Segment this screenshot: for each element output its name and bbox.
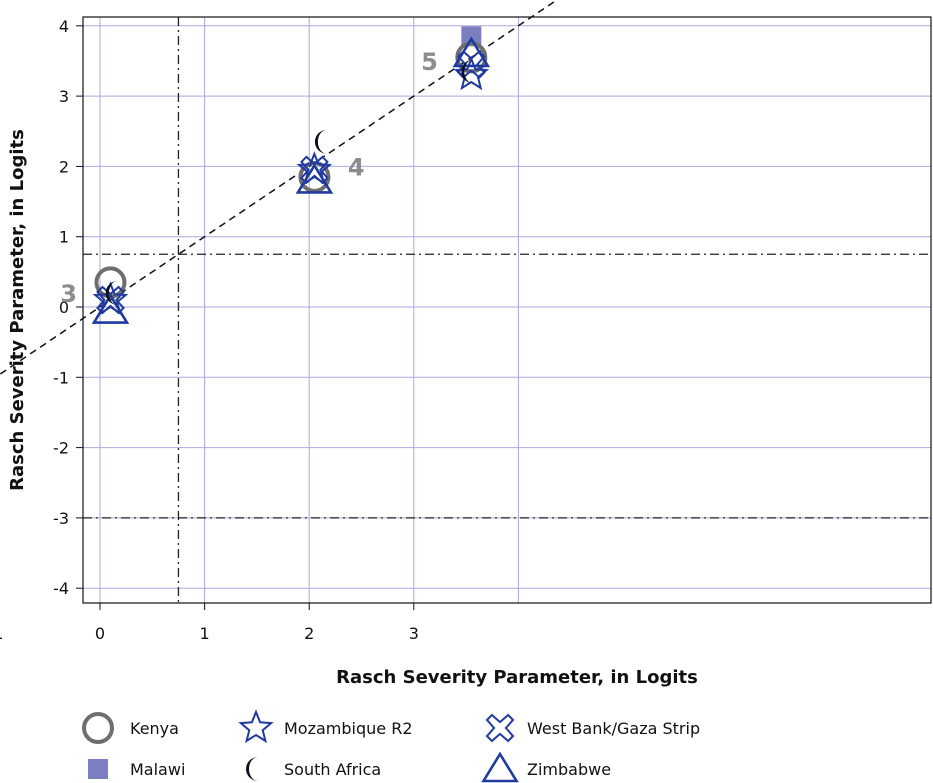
y-tick-label: -2 — [53, 439, 69, 458]
marker-crescent — [314, 129, 327, 154]
y-tick-label: 0 — [59, 298, 69, 317]
reference-line — [0, 0, 559, 376]
marker-circle — [82, 712, 114, 744]
series-kenya — [94, 41, 488, 299]
legend-item-zimbabwe: Zimbabwe — [481, 751, 611, 783]
legend-label: South Africa — [284, 760, 381, 779]
x-tick-label: 2 — [304, 624, 314, 643]
marker-cross — [485, 713, 515, 743]
marker-square — [88, 759, 108, 779]
legend-marker-triangle — [481, 751, 519, 783]
legend-item-kenya: Kenya — [82, 712, 179, 744]
legend-label: West Bank/Gaza Strip — [527, 719, 700, 738]
legend-label: Kenya — [130, 719, 179, 738]
legend-item-mozambique-r2: Mozambique R2 — [238, 709, 413, 744]
marker-crescent — [461, 59, 474, 84]
legend-item-malawi: Malawi — [88, 759, 185, 779]
x-tick-label: 1 — [200, 624, 210, 643]
data-series — [91, 26, 491, 324]
legend-marker-circle — [82, 712, 114, 744]
legend-label: Malawi — [130, 760, 185, 779]
group-label: 5 — [421, 48, 438, 76]
legend-label: Zimbabwe — [527, 760, 611, 779]
marker-star — [296, 151, 333, 186]
marker-cross — [96, 285, 125, 315]
y-axis-title: Rasch Severity Parameter, in Logits — [7, 129, 28, 491]
group-label: 4 — [348, 153, 365, 181]
y-tick-label: 3 — [59, 87, 69, 106]
legend-marker-star — [238, 709, 274, 744]
axis-ticks: -4-3-2-1012343210-1-2-3-4 — [0, 17, 419, 643]
marker-star — [92, 281, 129, 316]
marker-cross — [300, 155, 329, 185]
series-mozambique-r2 — [92, 56, 490, 316]
group-label: 3 — [60, 280, 77, 308]
y-tick-label: 1 — [59, 228, 69, 247]
legend-marker-cross — [485, 713, 515, 743]
x-tick-label: -1 — [0, 624, 3, 643]
x-axis-title: Rasch Severity Parameter, in Logits — [336, 667, 698, 688]
legend-label: Mozambique R2 — [284, 719, 413, 738]
y-tick-label: 4 — [59, 17, 69, 36]
series-malawi — [461, 26, 482, 47]
plot-frame — [82, 16, 932, 604]
group-labels: 1 2 3 4 5 — [60, 48, 438, 308]
y-tick-label: 2 — [59, 157, 69, 176]
legend: Kenya Mozambique R2 West Bank/Gaza Strip… — [82, 709, 700, 783]
marker-triangle — [481, 751, 519, 783]
marker-star — [453, 56, 490, 91]
cutoff-lines — [83, 17, 931, 603]
x-tick-label: 3 — [409, 624, 419, 643]
y-tick-label: -1 — [53, 368, 69, 387]
marker-star — [238, 709, 274, 744]
marker-crescent — [246, 757, 258, 781]
legend-marker-crescent — [246, 757, 258, 781]
x-tick-label: 0 — [95, 624, 105, 643]
legend-item-west-bank-gaza: West Bank/Gaza Strip — [485, 713, 700, 743]
series-west-bank-gaza-strip — [96, 50, 486, 315]
series-south-africa — [105, 59, 474, 305]
y-tick-label: -3 — [53, 509, 69, 528]
marker-square — [461, 26, 482, 47]
marker-crescent — [105, 280, 118, 305]
legend-marker-square — [88, 759, 108, 779]
y-tick-label: -4 — [53, 579, 69, 598]
legend-item-south-africa: South Africa — [246, 757, 381, 781]
grid — [83, 17, 931, 603]
